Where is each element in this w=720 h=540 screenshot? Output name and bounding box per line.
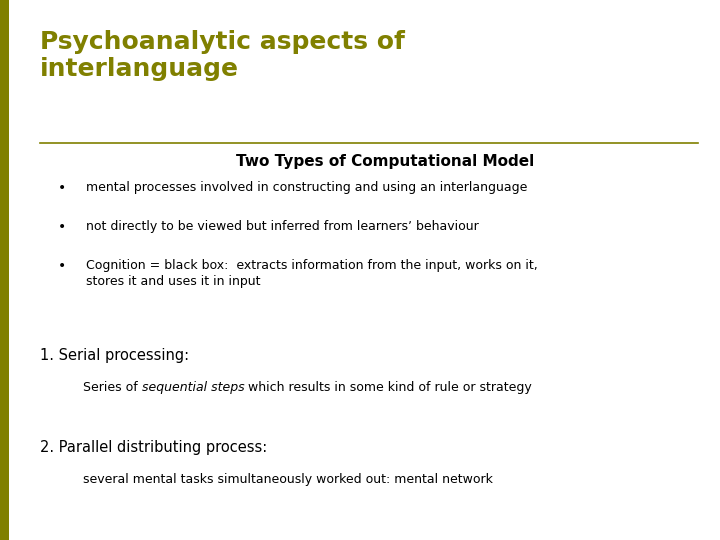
Text: 1. Serial processing:: 1. Serial processing: <box>40 348 189 363</box>
Text: which results in some kind of rule or strategy: which results in some kind of rule or st… <box>244 381 532 394</box>
Text: several mental tasks simultaneously worked out: mental network: several mental tasks simultaneously work… <box>83 472 492 485</box>
Text: 2. Parallel distributing process:: 2. Parallel distributing process: <box>40 440 267 455</box>
Text: •: • <box>58 259 66 273</box>
Text: Cognition = black box:  extracts information from the input, works on it,
stores: Cognition = black box: extracts informat… <box>86 259 538 288</box>
Text: Two Types of Computational Model: Two Types of Computational Model <box>236 154 534 169</box>
Text: •: • <box>58 181 66 195</box>
Text: mental processes involved in constructing and using an interlanguage: mental processes involved in constructin… <box>86 181 528 194</box>
Text: Psychoanalytic aspects of
interlanguage: Psychoanalytic aspects of interlanguage <box>40 30 405 80</box>
Text: sequential steps: sequential steps <box>142 381 244 394</box>
Text: Series of: Series of <box>83 381 142 394</box>
Text: not directly to be viewed but inferred from learnersʼ behaviour: not directly to be viewed but inferred f… <box>86 220 479 233</box>
Text: •: • <box>58 220 66 234</box>
